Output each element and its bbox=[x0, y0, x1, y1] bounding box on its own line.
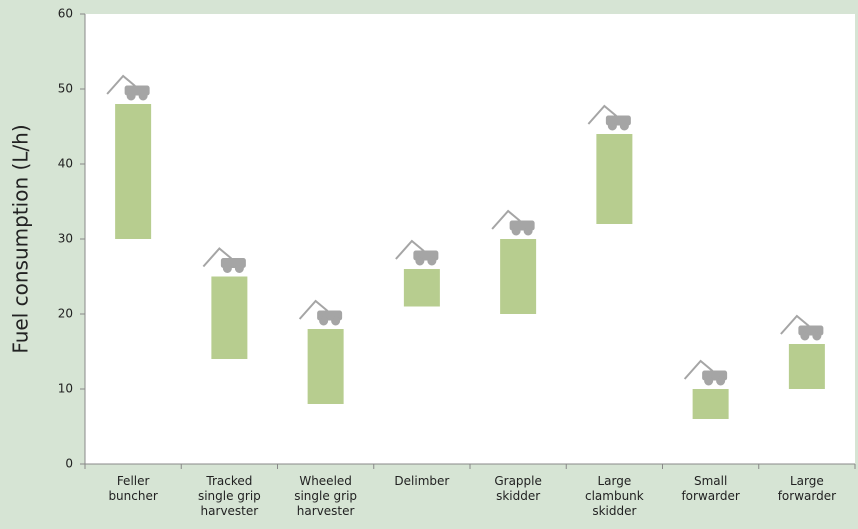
bar bbox=[500, 239, 536, 314]
x-tick-label: Feller buncher bbox=[94, 474, 172, 504]
x-tick-label: Large forwarder bbox=[768, 474, 846, 504]
y-tick-label: 40 bbox=[58, 157, 73, 171]
bar bbox=[211, 277, 247, 360]
y-tick-label: 50 bbox=[58, 82, 73, 96]
chart: Fuel consumption (L/h) 0 10 20 30 40 50 60 bbox=[0, 0, 858, 529]
y-axis-label: Fuel consumption (L/h) bbox=[9, 124, 33, 353]
x-tick-label: Large clambunk skidder bbox=[575, 474, 653, 519]
y-tick-label: 60 bbox=[58, 7, 73, 21]
page: Fuel consumption (L/h) 0 10 20 30 40 50 60 Fel… bbox=[0, 0, 858, 529]
y-tick-label: 20 bbox=[58, 307, 73, 321]
y-tick-label: 10 bbox=[58, 382, 73, 396]
x-tick-label: Wheeled single grip harvester bbox=[287, 474, 365, 519]
x-tick-label: Small forwarder bbox=[672, 474, 750, 504]
plot-area bbox=[85, 14, 855, 464]
x-tick-label: Delimber bbox=[383, 474, 461, 489]
bar bbox=[308, 329, 344, 404]
bar bbox=[404, 269, 440, 307]
y-tick-label: 30 bbox=[58, 232, 73, 246]
bar bbox=[693, 389, 729, 419]
y-tick-label: 0 bbox=[65, 457, 73, 471]
bar bbox=[115, 104, 151, 239]
bar bbox=[596, 134, 632, 224]
bar bbox=[789, 344, 825, 389]
x-tick-label: Grapple skidder bbox=[479, 474, 557, 504]
x-tick-label: Tracked single grip harvester bbox=[190, 474, 268, 519]
